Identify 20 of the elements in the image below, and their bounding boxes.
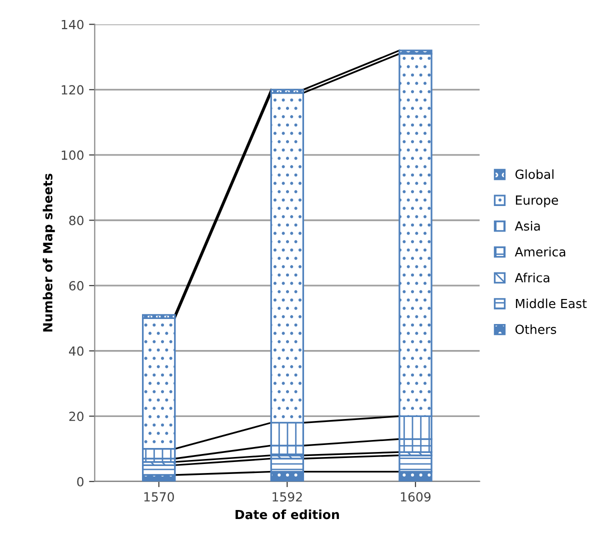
y-axis-title: Number of Map sheets	[42, 174, 55, 332]
y-tick-label: 20	[69, 412, 84, 422]
x-axis-title: Date of edition	[236, 510, 339, 520]
x-tick-label: 1592	[272, 492, 302, 502]
y-tick-label: 60	[69, 281, 84, 290]
x-tick-label: 1570	[144, 492, 174, 502]
y-tick-label: 40	[68, 346, 84, 356]
y-tick-label: 80	[69, 216, 84, 226]
legend-label: Global	[515, 169, 554, 179]
y-tick-label: 140	[62, 20, 84, 30]
legend-label: America	[514, 246, 566, 257]
legend-label: Asia	[514, 221, 540, 231]
legend-label: Others	[515, 324, 556, 334]
legend-label: Africa	[514, 272, 550, 282]
y-tick-label: 100	[62, 150, 84, 160]
y-tick-label: 120	[62, 85, 84, 95]
legend-label: Europe	[516, 196, 558, 208]
x-tick-label: 1609	[400, 492, 431, 502]
legend-label: Middle East	[516, 298, 587, 308]
y-tick-label: 0	[77, 476, 84, 486]
